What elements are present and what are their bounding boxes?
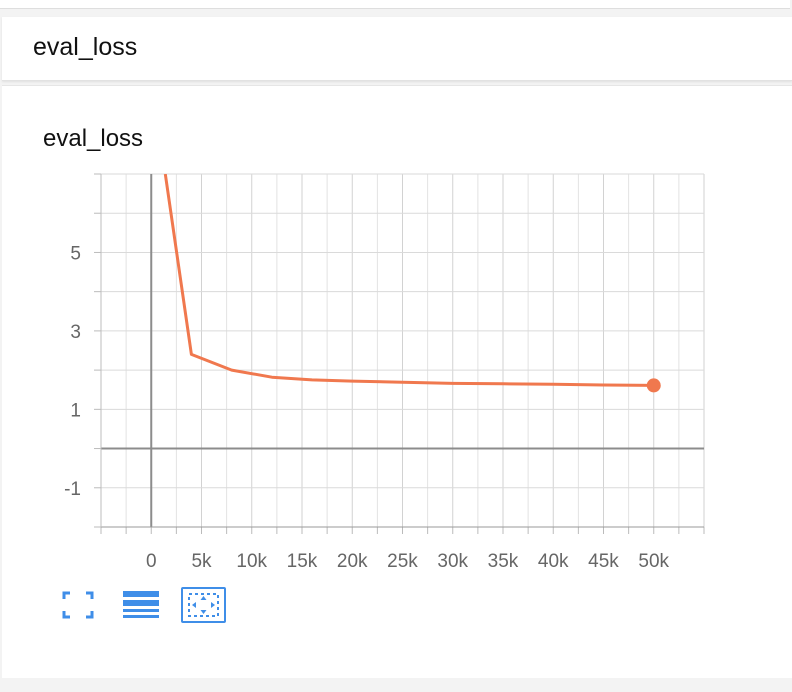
x-tick-label: 20k xyxy=(337,551,368,572)
fit-domain-button[interactable] xyxy=(181,587,226,623)
last-point-marker xyxy=(646,378,661,393)
x-tick-label: 5k xyxy=(191,551,212,572)
card-header-title: eval_loss xyxy=(33,33,138,61)
x-tick-label: 35k xyxy=(488,551,519,572)
x-tick-label: 15k xyxy=(287,551,318,572)
fullscreen-button[interactable] xyxy=(60,587,96,623)
x-tick-label: 50k xyxy=(638,551,669,572)
toggle-log-scale-button[interactable] xyxy=(121,587,159,623)
y-tick-label: 1 xyxy=(70,400,81,421)
x-tick-label: 25k xyxy=(387,551,418,572)
card-header[interactable]: eval_loss xyxy=(2,17,792,81)
x-tick-label: 0 xyxy=(146,551,157,572)
x-tick-label: 30k xyxy=(437,551,468,572)
series-line xyxy=(163,174,654,387)
fullscreen-icon xyxy=(62,591,94,619)
y-tick-label: 3 xyxy=(70,322,81,343)
chart-title: eval_loss xyxy=(43,125,144,152)
list-icon xyxy=(123,591,159,618)
y-tick-label: 5 xyxy=(70,243,81,264)
x-tick-label: 40k xyxy=(538,551,569,572)
y-tick-label: -1 xyxy=(64,479,81,500)
previous-card-edge xyxy=(0,0,790,9)
fit-domain-icon xyxy=(188,593,219,617)
x-tick-label: 10k xyxy=(236,551,267,572)
x-tick-label: 45k xyxy=(588,551,619,572)
